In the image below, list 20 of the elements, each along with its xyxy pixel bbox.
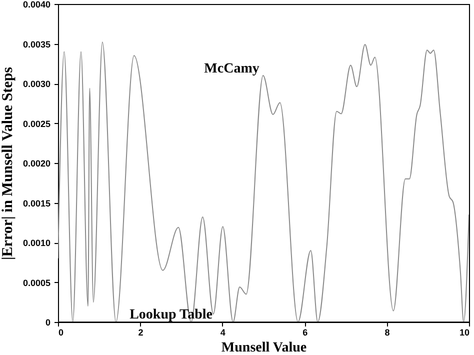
x-tick-label: 8 xyxy=(384,328,390,338)
y-tick-label: 0.0005 xyxy=(22,278,50,288)
y-tick-label: 0.0035 xyxy=(22,39,50,50)
y-tick-label: 0.0015 xyxy=(22,198,50,208)
x-tick-label: 2 xyxy=(138,328,144,338)
y-tick-label: 0.0030 xyxy=(22,79,50,89)
y-tick-label: 0.0040 xyxy=(22,0,50,10)
y-tick-label: 0 xyxy=(45,318,50,328)
x-tick-label: 10 xyxy=(459,328,470,338)
x-axis-title: Munsell Value xyxy=(221,340,307,355)
series-label: Lookup Table xyxy=(130,307,212,322)
x-tick-label: 4 xyxy=(220,328,226,338)
y-tick-label: 0.0020 xyxy=(22,158,50,168)
line-series xyxy=(58,42,469,322)
y-tick-label: 0.0025 xyxy=(22,118,50,129)
series-label: McCamy xyxy=(204,62,260,77)
x-tick-label: 6 xyxy=(302,328,308,338)
y-tick-label: 0.0010 xyxy=(22,238,50,248)
x-tick-label: 0 xyxy=(58,328,64,338)
y-axis-title: |Error| in Munsell Value Steps xyxy=(0,66,16,260)
